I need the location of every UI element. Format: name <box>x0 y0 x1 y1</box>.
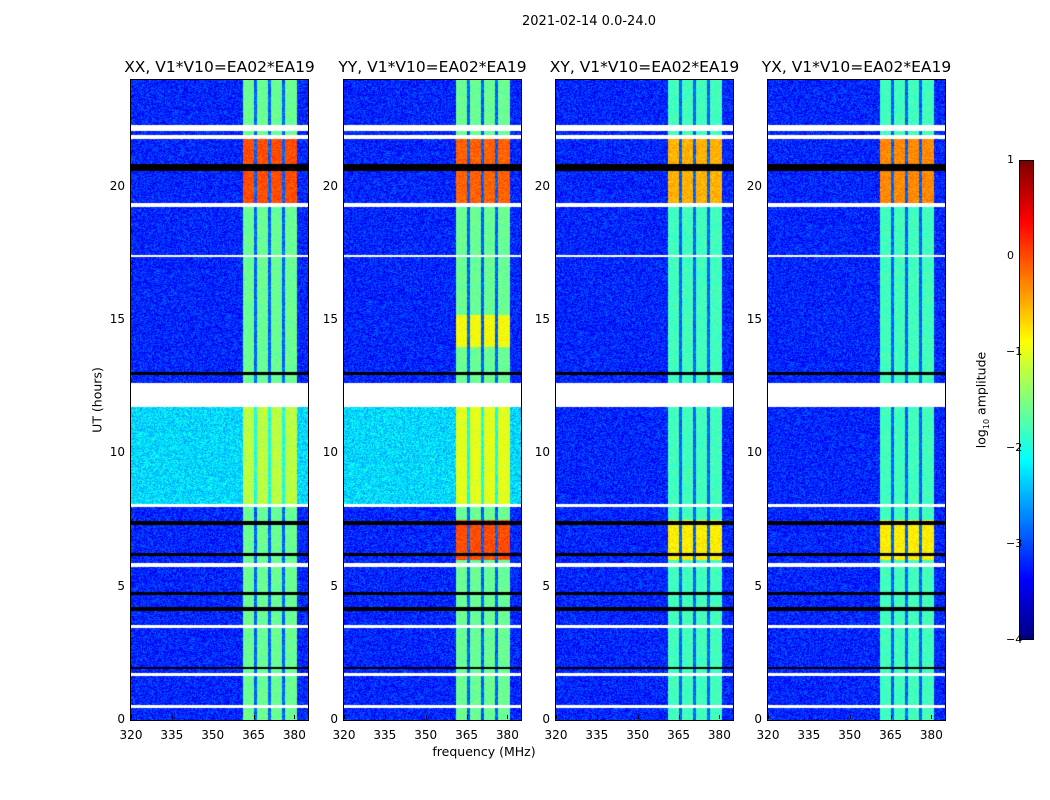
heatmap-image <box>768 80 945 720</box>
x-tick-label: 320 <box>332 728 356 742</box>
y-tick-label: 0 <box>117 712 125 726</box>
spectrogram-panel-1: XX, V1*V10=EA02*EA19 320 335 350 365 380 0 5 10 1… <box>110 58 315 742</box>
colorbar-tick-label: −1 <box>1006 345 1023 358</box>
x-tick-label: 320 <box>119 728 143 742</box>
colorbar-label: log10 amplitude <box>973 351 991 449</box>
y-tick-label: 10 <box>322 445 338 460</box>
x-tick-mark <box>719 715 721 719</box>
x-tick-mark <box>425 715 427 719</box>
colorbar-tick-label: −4 <box>1006 633 1023 646</box>
x-tick-mark <box>931 715 933 719</box>
y-tick-label: 0 <box>330 712 338 726</box>
x-tick-mark <box>637 715 639 719</box>
panel-title: YY, V1*V10=EA02*EA19 <box>338 58 527 76</box>
x-tick-mark <box>556 715 557 719</box>
x-tick-mark <box>384 715 386 719</box>
x-tick-label: 380 <box>919 728 943 742</box>
y-tick-label: 20 <box>322 178 338 193</box>
x-tick-mark <box>849 715 851 719</box>
colorbar <box>1019 160 1034 640</box>
y-tick-label: 15 <box>109 312 125 326</box>
y-tick-label: 5 <box>117 578 125 593</box>
x-tick-mark <box>596 715 598 719</box>
y-tick-label: 10 <box>109 445 125 460</box>
panel-title: XX, V1*V10=EA02*EA19 <box>124 58 315 76</box>
x-tick-mark <box>808 715 810 719</box>
y-tick-label: 15 <box>322 312 338 326</box>
y-tick-label: 20 <box>746 178 762 193</box>
y-tick-label: 20 <box>109 178 125 193</box>
x-tick-label: 320 <box>756 728 780 742</box>
x-tick-mark <box>253 715 255 719</box>
x-axis-label: frequency (MHz) <box>432 744 536 759</box>
y-tick-label: 10 <box>534 445 550 460</box>
spectrogram-panel-3: XY, V1*V10=EA02*EA19 320 335 350 365 380 0 5 10 1… <box>535 58 740 742</box>
x-tick-label: 350 <box>201 728 225 742</box>
colorbar-tick-label: 1 <box>1007 153 1014 166</box>
x-tick-label: 365 <box>879 728 902 742</box>
panel-title: XY, V1*V10=EA02*EA19 <box>549 58 740 76</box>
colorbar-tick-label: −2 <box>1006 441 1023 454</box>
colorbar-tick-label: −3 <box>1006 537 1023 550</box>
heatmap-image <box>344 80 521 720</box>
x-tick-mark <box>171 715 173 719</box>
y-tick-label: 15 <box>534 312 550 326</box>
y-tick-label: 5 <box>754 578 762 593</box>
x-tick-label: 380 <box>282 728 306 742</box>
x-tick-mark <box>890 715 892 719</box>
y-tick-label: 10 <box>746 445 762 460</box>
y-axis-label: UT (hours) <box>89 367 105 433</box>
x-tick-label: 320 <box>544 728 568 742</box>
x-tick-label: 350 <box>838 728 862 742</box>
x-tick-mark <box>507 715 509 719</box>
x-tick-mark <box>131 715 132 719</box>
x-tick-label: 350 <box>626 728 650 742</box>
x-tick-mark <box>212 715 214 719</box>
figure-title: 2021-02-14 0.0-24.0 <box>522 14 656 29</box>
colorbar-tick-label: 0 <box>1007 249 1014 262</box>
x-tick-mark <box>678 715 680 719</box>
x-tick-label: 365 <box>455 728 478 742</box>
heatmap-image <box>556 80 733 720</box>
x-tick-label: 335 <box>373 728 397 742</box>
x-tick-label: 335 <box>585 728 609 742</box>
y-tick-label: 0 <box>542 712 550 726</box>
y-tick-label: 0 <box>754 712 762 726</box>
x-tick-label: 350 <box>414 728 438 742</box>
y-tick-label: 5 <box>330 578 338 593</box>
x-tick-label: 365 <box>667 728 690 742</box>
heatmap-image <box>131 80 308 720</box>
x-tick-mark <box>294 715 296 719</box>
y-tick-label: 5 <box>542 578 550 593</box>
x-tick-label: 365 <box>242 728 265 742</box>
x-tick-label: 380 <box>495 728 519 742</box>
y-tick-label: 15 <box>746 312 762 326</box>
panel-title: YX, V1*V10=EA02*EA19 <box>761 58 952 76</box>
x-tick-mark <box>466 715 468 719</box>
x-tick-label: 335 <box>797 728 821 742</box>
x-tick-label: 335 <box>160 728 184 742</box>
y-tick-label: 20 <box>534 178 550 193</box>
spectrogram-panel-2: YY, V1*V10=EA02*EA19 320 335 350 365 380 0 5 10 1… <box>323 58 527 742</box>
x-tick-mark <box>768 715 769 719</box>
x-tick-mark <box>344 715 345 719</box>
x-tick-label: 380 <box>707 728 731 742</box>
spectrogram-panel-4: YX, V1*V10=EA02*EA19 320 335 350 365 380 0 5 10 1… <box>747 58 952 742</box>
